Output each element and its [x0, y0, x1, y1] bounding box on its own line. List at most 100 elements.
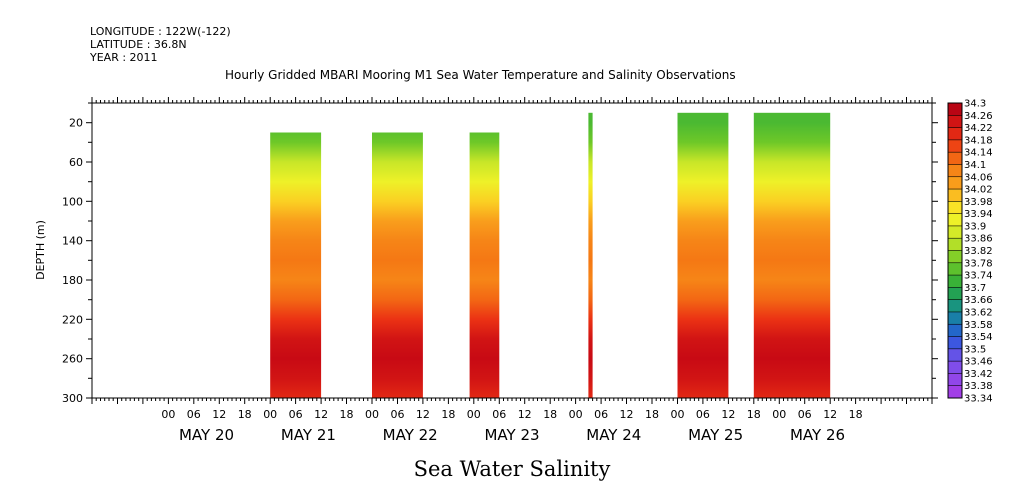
colorbar-label: 34.3: [964, 99, 986, 110]
colorbar-segment: [948, 152, 962, 165]
chart-title: Hourly Gridded MBARI Mooring M1 Sea Wate…: [225, 68, 736, 82]
colorbar: [948, 103, 962, 399]
colorbar-segment: [948, 299, 962, 313]
colorbar-segment: [948, 275, 962, 288]
colorbar-segment: [948, 238, 962, 251]
colorbar-label: 33.34: [964, 394, 993, 405]
colorbar-label: 33.66: [964, 295, 993, 306]
axis-ticks: [86, 97, 938, 404]
y-tick-label: 60: [69, 156, 83, 169]
y-tick-label: 220: [62, 313, 83, 326]
y-tick-label: 140: [62, 235, 83, 248]
x-tick-label: 06: [289, 408, 303, 421]
colorbar-segment: [948, 201, 962, 215]
colorbar-segment: [948, 213, 962, 227]
footer-title: Sea Water Salinity: [414, 457, 611, 481]
data-block: [677, 112, 729, 399]
day-label: MAY 24: [586, 426, 641, 444]
day-label: MAY 22: [383, 426, 438, 444]
y-tick-label: 100: [62, 195, 83, 208]
colorbar-label: 34.06: [964, 172, 993, 183]
x-tick-label: 06: [187, 408, 201, 421]
colorbar-segment: [948, 385, 962, 399]
colorbar-segment: [948, 164, 962, 178]
colorbar-segment: [948, 361, 962, 374]
longitude-label: LONGITUDE : 122W(-122): [90, 25, 231, 38]
colorbar-label: 33.74: [964, 271, 993, 282]
day-label: MAY 20: [179, 426, 234, 444]
colorbar-label: 34.14: [964, 148, 993, 159]
y-tick-label: 180: [62, 274, 83, 287]
colorbar-segment: [948, 103, 962, 116]
x-tick-label: 00: [161, 408, 175, 421]
colorbar-segment: [948, 311, 962, 325]
colorbar-label: 33.46: [964, 357, 993, 368]
x-tick-label: 00: [467, 408, 481, 421]
colorbar-label: 33.98: [964, 197, 993, 208]
y-tick-label: 300: [62, 392, 83, 405]
day-label: MAY 21: [281, 426, 336, 444]
colorbar-segment: [948, 189, 962, 202]
data-block: [469, 132, 500, 398]
x-tick-label: 18: [849, 408, 863, 421]
colorbar-label: 33.38: [964, 381, 993, 392]
colorbar-label: 34.1: [964, 160, 986, 171]
data-block: [372, 132, 423, 398]
x-tick-label: 06: [492, 408, 506, 421]
data-block: [270, 132, 322, 398]
colorbar-segment: [948, 324, 962, 337]
x-tick-label: 18: [340, 408, 354, 421]
y-tick-labels: 20 60 100 140 180 220 260 300: [62, 117, 83, 405]
x-tick-label: 00: [365, 408, 379, 421]
colorbar-segment: [948, 348, 962, 362]
x-tick-label: 18: [747, 408, 761, 421]
colorbar-label: 33.78: [964, 258, 993, 269]
x-tick-label: 06: [391, 408, 405, 421]
x-tick-label: 18: [441, 408, 455, 421]
x-tick-label: 06: [696, 408, 710, 421]
x-tick-label: 06: [798, 408, 812, 421]
colorbar-segment: [948, 115, 962, 128]
data-block: [588, 112, 593, 399]
colorbar-segment: [948, 176, 962, 190]
data-block: [753, 112, 831, 399]
colorbar-label: 34.22: [964, 123, 993, 134]
header-info: LONGITUDE : 122W(-122) LATITUDE : 36.8N …: [90, 25, 231, 64]
colorbar-segment: [948, 262, 962, 276]
x-tick-label: 12: [721, 408, 735, 421]
x-tick-label: 00: [671, 408, 685, 421]
y-tick-label: 20: [69, 117, 83, 130]
colorbar-label: 33.94: [964, 209, 993, 220]
x-tick-label: 12: [518, 408, 532, 421]
x-tick-label: 00: [569, 408, 583, 421]
day-label: MAY 25: [688, 426, 743, 444]
colorbar-segment: [948, 127, 962, 141]
colorbar-label: 33.9: [964, 221, 986, 232]
y-axis-label: DEPTH (m): [34, 220, 47, 280]
x-tick-label: 12: [823, 408, 837, 421]
x-tick-label: 00: [772, 408, 786, 421]
colorbar-segment: [948, 250, 962, 264]
colorbar-segment: [948, 373, 962, 387]
x-tick-label: 12: [416, 408, 430, 421]
x-tick-labels: 00 06 12 18 00 06 12 18 00 06 12 18 00 06 12 18 00 06 12 18…: [161, 408, 862, 421]
day-label: MAY 23: [484, 426, 539, 444]
day-label: MAY 26: [790, 426, 845, 444]
colorbar-label: 34.02: [964, 185, 993, 196]
colorbar-label: 34.18: [964, 135, 993, 146]
colorbar-labels: 34.334.2634.2234.1834.1434.134.0634.0233…: [948, 99, 993, 405]
colorbar-label: 33.86: [964, 234, 993, 245]
x-tick-label: 12: [620, 408, 634, 421]
x-tick-label: 00: [263, 408, 277, 421]
colorbar-segment: [948, 139, 962, 153]
x-tick-label: 18: [645, 408, 659, 421]
colorbar-label: 33.62: [964, 307, 993, 318]
colorbar-label: 34.26: [964, 111, 993, 122]
x-tick-label: 12: [212, 408, 226, 421]
data-blocks: [270, 112, 831, 399]
colorbar-segment: [948, 287, 962, 301]
colorbar-label: 33.42: [964, 369, 993, 380]
x-tick-label: 06: [594, 408, 608, 421]
latitude-label: LATITUDE : 36.8N: [90, 38, 187, 51]
